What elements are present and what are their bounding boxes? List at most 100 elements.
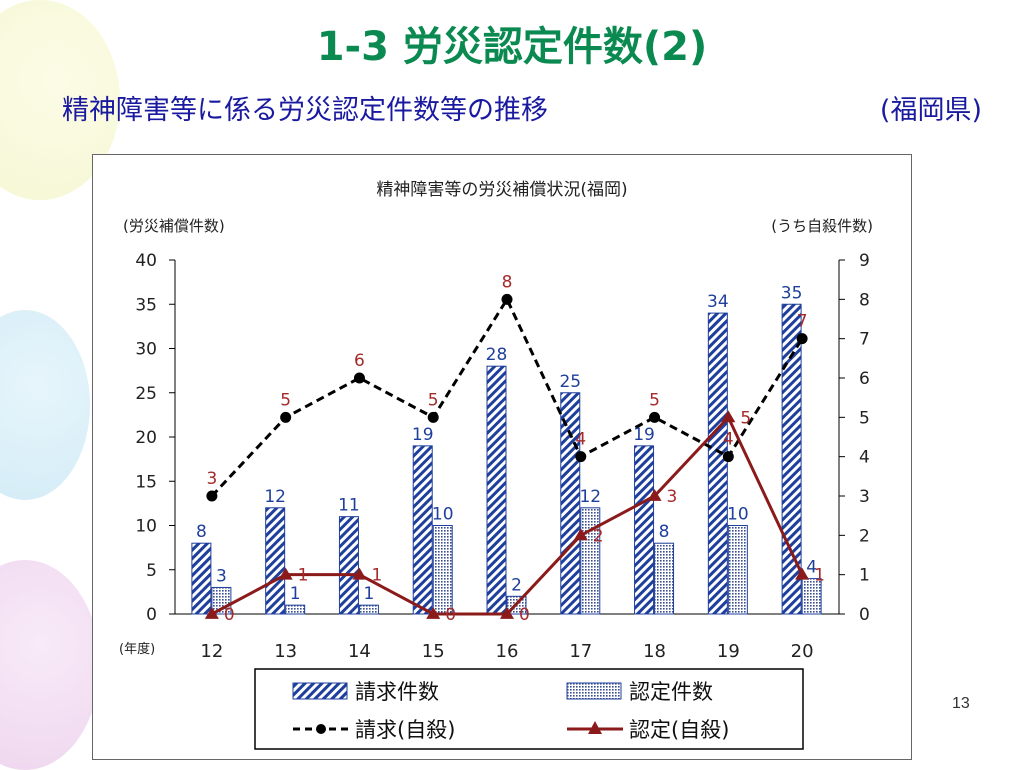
bar-claims-label: 19 xyxy=(412,425,434,445)
legend-label-suicide-claims: 請求(自殺) xyxy=(355,718,455,742)
marker-suicide-approved xyxy=(795,567,810,580)
suicide-approved-label: 5 xyxy=(740,408,751,428)
legend-swatch-claims xyxy=(292,682,348,700)
marker-suicide-approved xyxy=(573,528,588,541)
x-tick-label: 20 xyxy=(791,641,814,662)
bar-claims-label: 35 xyxy=(781,283,803,303)
bar-approved-label: 4 xyxy=(806,558,817,578)
x-tick-label: 16 xyxy=(496,641,519,662)
marker-suicide-approved xyxy=(352,567,367,580)
suicide-claims-label: 5 xyxy=(649,390,660,410)
y-right-tick-label: 7 xyxy=(859,330,870,350)
bar-approved-label: 12 xyxy=(579,487,601,507)
marker-suicide-approved xyxy=(500,607,514,619)
bar-approved xyxy=(654,542,675,615)
y-left-tick-label: 5 xyxy=(146,561,157,581)
slide-title: 1-3 労災認定件数(2) xyxy=(316,24,708,70)
bar-approved xyxy=(580,507,601,615)
y-right-tick-label: 1 xyxy=(859,566,870,586)
marker-suicide-claims xyxy=(575,451,587,463)
y-left-tick-label: 10 xyxy=(135,517,157,537)
page-number: 13 xyxy=(952,695,970,712)
y-left-tick-label: 0 xyxy=(146,605,157,625)
bar-approved-label: 10 xyxy=(432,505,454,525)
marker-suicide-approved xyxy=(278,567,293,580)
bar-approved xyxy=(727,525,748,615)
bar-approved-label: 10 xyxy=(727,505,749,525)
bar-approved-label: 3 xyxy=(216,566,227,586)
y-right-tick-label: 2 xyxy=(859,526,870,546)
bar-approved xyxy=(358,604,379,615)
suicide-approved-label: 0 xyxy=(519,605,530,625)
x-tick-label: 14 xyxy=(348,641,371,662)
suicide-claims-label: 6 xyxy=(354,351,365,371)
x-tick-label: 12 xyxy=(200,641,223,662)
bar-claims-label: 25 xyxy=(559,372,581,392)
y-right-tick-label: 6 xyxy=(859,369,870,389)
decorative-balloon-pink xyxy=(0,560,100,770)
y-right-tick-label: 8 xyxy=(859,290,870,310)
y-right-tick-label: 5 xyxy=(859,408,870,428)
suicide-claims-label: 8 xyxy=(502,272,513,292)
marker-suicide-approved xyxy=(204,607,219,619)
y-left-tick-label: 40 xyxy=(135,251,157,271)
suicide-claims-label: 5 xyxy=(280,390,291,410)
y-axis-left-label: (労災補償件数) xyxy=(123,217,225,235)
x-tick-label: 19 xyxy=(717,641,740,662)
bar-claims xyxy=(707,312,728,615)
bar-approved-label: 1 xyxy=(290,584,301,604)
marker-suicide-claims xyxy=(427,411,439,423)
decorative-balloon-blue xyxy=(0,310,90,500)
suicide-claims-label: 7 xyxy=(797,312,808,332)
y-right-tick-label: 0 xyxy=(859,605,870,625)
x-axis-label: (年度) xyxy=(119,641,155,657)
bar-claims xyxy=(191,542,212,615)
slide-subtitle: 精神障害等に係る労災認定件数等の推移 (福岡県) xyxy=(62,88,1002,127)
marker-suicide-approved xyxy=(721,410,736,423)
y-right-tick-label: 4 xyxy=(859,448,870,468)
legend-label-suicide-approved: 認定(自殺) xyxy=(629,718,729,742)
bar-claims xyxy=(486,365,507,615)
bar-claims xyxy=(634,445,655,615)
bar-approved xyxy=(432,525,453,615)
bar-claims-label: 8 xyxy=(196,522,207,542)
bar-approved-label: 1 xyxy=(364,584,375,604)
chart-title: 精神障害等の労災補償状況(福岡) xyxy=(376,180,627,200)
bar-claims-label: 34 xyxy=(707,292,729,312)
bar-claims xyxy=(338,516,359,615)
y-left-tick-label: 35 xyxy=(135,295,157,315)
marker-suicide-claims xyxy=(280,411,292,423)
suicide-approved-label: 3 xyxy=(667,487,678,507)
y-axis-right-label: (うち自殺件数) xyxy=(771,217,873,235)
suicide-approved-label: 0 xyxy=(445,605,456,625)
legend-label-claims: 請求件数 xyxy=(355,680,439,704)
bar-claims xyxy=(265,507,286,615)
bar-approved xyxy=(801,578,822,615)
bar-approved xyxy=(285,604,306,615)
suicide-claims-label: 3 xyxy=(206,469,217,489)
suicide-approved-label: 1 xyxy=(371,566,382,586)
y-left-tick-label: 25 xyxy=(135,384,157,404)
marker-suicide-claims xyxy=(722,451,734,463)
chart-frame: 精神障害等の労災補償状況(福岡) (労災補償件数) (うち自殺件数) (年度) … xyxy=(92,154,912,760)
y-left-tick-label: 30 xyxy=(135,340,157,360)
suicide-claims-label: 5 xyxy=(428,390,439,410)
suicide-approved-label: 2 xyxy=(593,526,604,546)
x-tick-label: 17 xyxy=(569,641,592,662)
x-tick-label: 18 xyxy=(643,641,666,662)
bar-claims-label: 12 xyxy=(264,487,286,507)
bar-claims xyxy=(560,392,581,615)
marker-suicide-approved xyxy=(647,489,662,501)
x-tick-label: 15 xyxy=(422,641,445,662)
suicide-claims-label: 4 xyxy=(575,430,586,450)
bar-approved-label: 8 xyxy=(659,522,670,542)
legend-swatch-approved xyxy=(566,682,622,700)
marker-suicide-claims xyxy=(501,293,513,305)
subtitle-region: (福岡県) xyxy=(879,95,982,126)
marker-suicide-claims xyxy=(206,490,218,502)
y-left-tick-label: 15 xyxy=(135,472,157,492)
line-suicide-claims xyxy=(210,296,804,498)
bar-claims xyxy=(781,303,802,615)
bar-claims-label: 19 xyxy=(633,425,655,445)
